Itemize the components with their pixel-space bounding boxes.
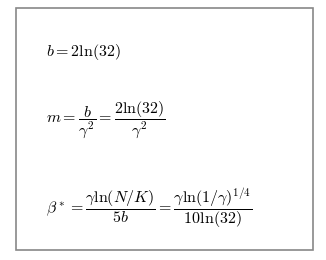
Text: $m = \dfrac{b}{\gamma^2} = \dfrac{2\ln(32)}{\gamma^2}$: $m = \dfrac{b}{\gamma^2} = \dfrac{2\ln(3…	[46, 100, 165, 141]
Text: $\beta^* = \dfrac{\gamma\ln(N/K)}{5b} = \dfrac{\gamma\ln(1/\gamma)^{1/4}}{10\ln(: $\beta^* = \dfrac{\gamma\ln(N/K)}{5b} = …	[46, 186, 252, 230]
Text: $b = 2\ln(32)$: $b = 2\ln(32)$	[46, 42, 121, 62]
